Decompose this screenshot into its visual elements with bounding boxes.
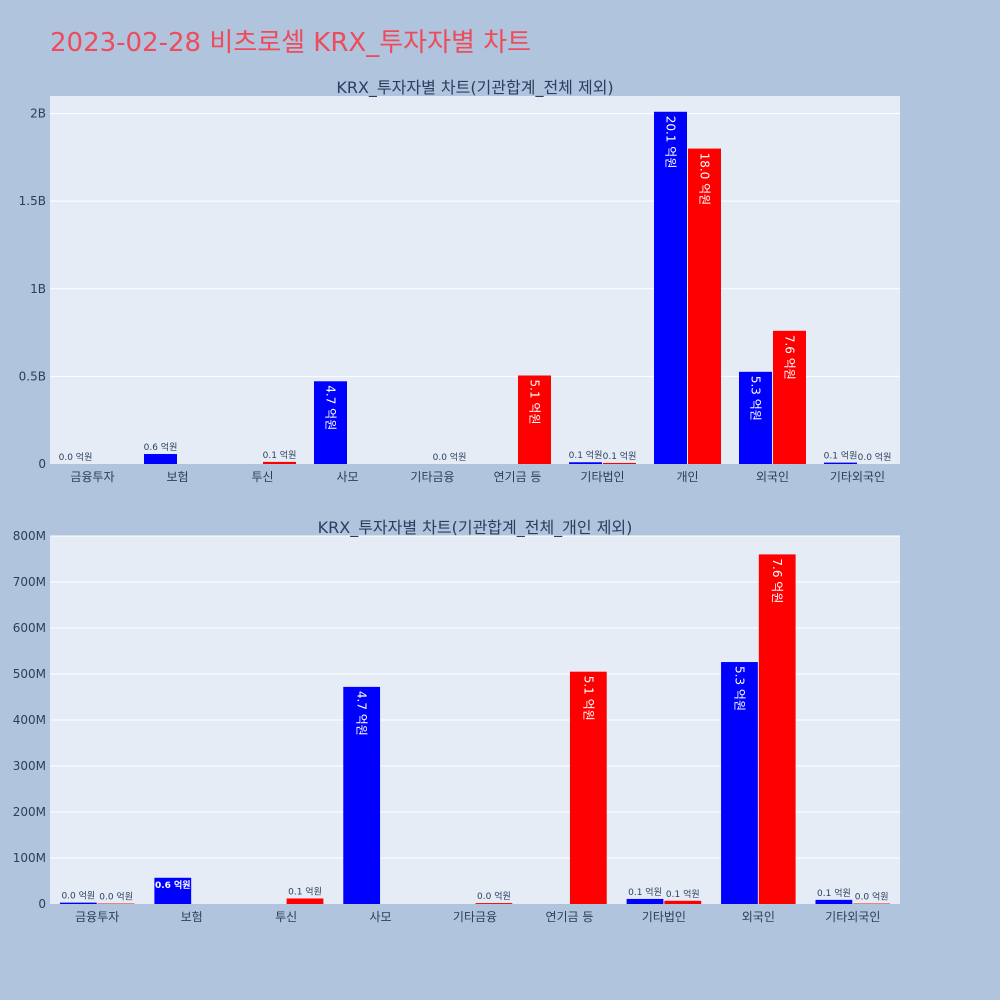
bar (773, 330, 806, 464)
bar (518, 375, 551, 464)
bar (603, 462, 636, 464)
bar-data-label: 0.6 억원 (144, 441, 178, 453)
bar-data-label: 0.6 억원 (155, 879, 191, 891)
x-tick-label: 기타법인 (580, 470, 624, 484)
bar-data-label: 4.7 억원 (324, 385, 338, 430)
x-tick-label: 사모 (336, 470, 358, 484)
y-tick-label: 400M (13, 713, 46, 727)
x-tick-label: 투신 (251, 470, 273, 484)
y-tick-label: 100M (13, 851, 46, 865)
x-tick-label: 기타외국인 (830, 470, 885, 484)
bar (688, 148, 721, 465)
x-tick-label: 보험 (166, 470, 188, 484)
bar-data-label: 0.1 억원 (569, 449, 603, 461)
bar-data-label: 0.0 억원 (61, 890, 95, 902)
x-tick-label: 사모 (370, 910, 392, 924)
bar (654, 111, 687, 465)
chart-title: KRX_투자자별 차트(기관합계_전체_개인 제외) (318, 518, 633, 538)
bar-data-label: 0.0 억원 (99, 891, 133, 903)
x-tick-label: 외국인 (742, 910, 775, 924)
bar-data-label: 20.1 억원 (664, 116, 678, 169)
y-tick-label: 1B (30, 282, 46, 296)
y-tick-label: 700M (13, 575, 46, 589)
y-tick-label: 300M (13, 759, 46, 773)
bar (626, 898, 664, 904)
bar (475, 903, 513, 904)
bar-data-label: 0.1 억원 (817, 887, 851, 899)
bar (758, 554, 796, 904)
bar-data-label: 0.1 억원 (824, 450, 858, 462)
y-tick-label: 0 (38, 457, 46, 471)
bar-data-label: 7.6 억원 (770, 558, 784, 603)
x-tick-label: 연기금 등 (545, 910, 593, 924)
bar (569, 671, 607, 904)
bar-data-label: 5.1 억원 (528, 380, 542, 425)
page-title: 2023-02-28 비츠로셀 KRX_투자자별 차트 (50, 28, 532, 58)
bar-data-label: 5.1 억원 (581, 676, 595, 721)
bar-data-label: 0.1 억원 (288, 885, 322, 897)
y-tick-label: 0.5B (19, 369, 46, 383)
x-tick-label: 투신 (275, 910, 297, 924)
y-tick-label: 1.5B (19, 194, 46, 208)
bar (154, 877, 192, 904)
bar-data-label: 4.7 억원 (355, 691, 369, 736)
bar-data-label: 5.3 억원 (732, 666, 746, 711)
bar (815, 899, 853, 904)
x-tick-label: 보험 (181, 910, 203, 924)
bar (739, 371, 772, 464)
bar-data-label: 0.1 억원 (603, 450, 637, 462)
bar-data-label: 0.0 억원 (855, 891, 889, 903)
bar-data-label: 0.0 억원 (858, 451, 892, 463)
bar (721, 662, 758, 904)
bar-data-label: 0.0 억원 (477, 890, 511, 902)
y-tick-label: 600M (13, 621, 46, 635)
bar (569, 462, 602, 464)
bar-data-label: 0.0 억원 (59, 451, 93, 463)
bar-data-label: 0.1 억원 (666, 888, 700, 900)
y-tick-label: 2B (30, 107, 46, 121)
y-tick-label: 0 (38, 897, 46, 911)
x-tick-label: 외국인 (756, 470, 789, 484)
bar (59, 902, 97, 904)
bar (343, 686, 381, 904)
bar-data-label: 0.1 억원 (263, 449, 297, 461)
bar-data-label: 5.3 억원 (749, 376, 763, 421)
bar (824, 462, 857, 464)
bar (263, 461, 296, 464)
bar (286, 898, 324, 904)
x-tick-label: 금융투자 (75, 910, 119, 924)
bar-data-label: 18.0 억원 (698, 153, 712, 206)
x-tick-label: 개인 (676, 470, 698, 484)
bar (144, 454, 177, 464)
y-tick-label: 200M (13, 805, 46, 819)
y-tick-label: 500M (13, 667, 46, 681)
x-tick-label: 기타금융 (410, 470, 454, 484)
bar-data-label: 7.6 억원 (783, 335, 797, 380)
bar (664, 900, 702, 904)
bar-data-label: 0.0 억원 (433, 451, 467, 463)
x-tick-label: 금융투자 (70, 470, 114, 484)
y-tick-label: 800M (13, 529, 46, 543)
x-tick-label: 기타외국인 (825, 910, 880, 924)
bar (314, 381, 347, 464)
bar-data-label: 0.1 억원 (628, 886, 662, 898)
x-tick-label: 기타법인 (642, 910, 686, 924)
x-tick-label: 연기금 등 (494, 470, 542, 484)
chart-title: KRX_투자자별 차트(기관합계_전체 제외) (336, 78, 613, 98)
x-tick-label: 기타금융 (453, 910, 497, 924)
